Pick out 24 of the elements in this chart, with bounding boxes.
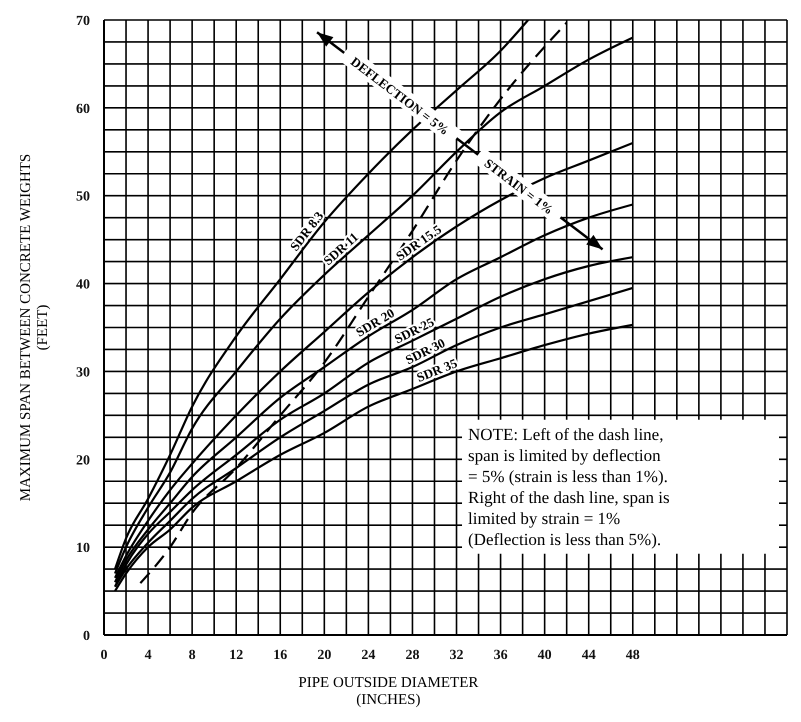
x-tick-label: 4 bbox=[144, 648, 152, 663]
y-tick-label: 40 bbox=[76, 278, 90, 293]
x-tick-label: 40 bbox=[538, 648, 552, 663]
x-tick-label: 12 bbox=[229, 648, 244, 663]
x-tick-label: 32 bbox=[450, 648, 464, 663]
y-axis-title: MAXIMUM SPAN BETWEEN CONCRETE WEIGHTS (FEET) bbox=[18, 154, 51, 502]
x-tick-label: 8 bbox=[188, 648, 196, 663]
y-tick-label: 50 bbox=[76, 190, 90, 205]
x-tick-label: 24 bbox=[361, 648, 376, 663]
x-tick-label: 16 bbox=[273, 648, 288, 663]
y-tick-label: 70 bbox=[76, 14, 90, 29]
x-tick-label: 28 bbox=[405, 648, 420, 663]
y-tick-label: 20 bbox=[76, 453, 90, 468]
x-axis-title: PIPE OUTSIDE DIAMETER (INCHES) bbox=[298, 675, 478, 708]
x-tick-label: 36 bbox=[494, 648, 508, 663]
y-tick-label: 30 bbox=[76, 365, 90, 380]
y-tick-label: 10 bbox=[76, 541, 90, 556]
annotation: NOTE: Left of the dash line, span is limited by deflection = 5% (strain is less than 1%). Right of the dash line, span is limited by strain = 1% (Deflection is less than 5%). bbox=[468, 424, 670, 549]
x-tick-label: 20 bbox=[317, 648, 332, 663]
x-tick-label: 48 bbox=[626, 648, 640, 663]
x-tick-label: 44 bbox=[582, 648, 596, 663]
y-tick-label: 0 bbox=[83, 629, 90, 644]
x-tick-label: 0 bbox=[100, 648, 108, 663]
y-tick-label: 60 bbox=[76, 102, 90, 117]
